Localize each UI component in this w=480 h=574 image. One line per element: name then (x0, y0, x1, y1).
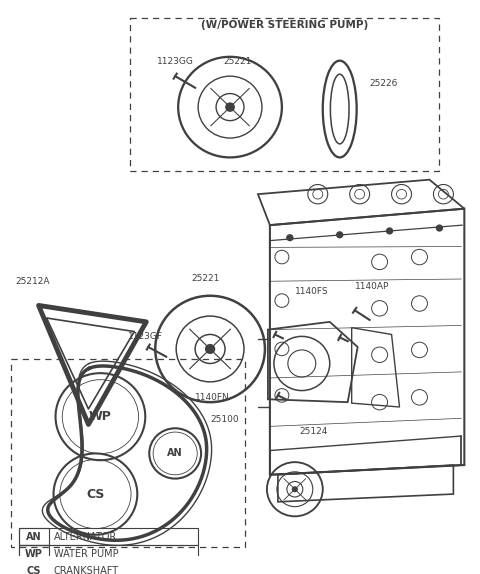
Text: 25124: 25124 (300, 427, 328, 436)
Text: 1140FS: 1140FS (295, 287, 328, 296)
Circle shape (436, 225, 443, 231)
Text: 1140FN: 1140FN (195, 393, 230, 402)
Text: 25226: 25226 (370, 79, 398, 88)
Text: 25100: 25100 (210, 416, 239, 424)
Text: CRANKSHAFT: CRANKSHAFT (54, 567, 119, 574)
Bar (19, 545, 48, 563)
Text: CS: CS (26, 567, 41, 574)
Text: 1140AP: 1140AP (355, 282, 389, 291)
Text: ALTERNATOR: ALTERNATOR (54, 532, 117, 542)
Text: 25221: 25221 (224, 57, 252, 67)
Text: AN: AN (26, 532, 41, 542)
Text: WATER PUMP: WATER PUMP (54, 549, 118, 559)
Bar (19, 545, 198, 563)
Text: 1123GF: 1123GF (128, 332, 163, 341)
Circle shape (205, 344, 215, 354)
Bar (19, 563, 48, 574)
Text: 1123GG: 1123GG (157, 57, 193, 67)
Text: WP: WP (24, 549, 43, 559)
Text: AN: AN (168, 448, 183, 459)
Circle shape (336, 232, 343, 238)
Circle shape (287, 235, 293, 241)
Bar (19, 563, 198, 574)
Bar (19, 528, 48, 545)
Circle shape (226, 103, 234, 111)
Bar (130, 18, 439, 171)
Text: CS: CS (86, 487, 105, 501)
Text: 25212A: 25212A (16, 277, 50, 286)
Circle shape (292, 487, 297, 491)
Circle shape (386, 228, 393, 234)
Bar (19, 528, 198, 545)
Text: (W/POWER STEERING PUMP): (W/POWER STEERING PUMP) (201, 20, 369, 30)
Text: 25221: 25221 (191, 274, 219, 283)
Text: WP: WP (89, 410, 112, 423)
Bar (11, 359, 245, 547)
